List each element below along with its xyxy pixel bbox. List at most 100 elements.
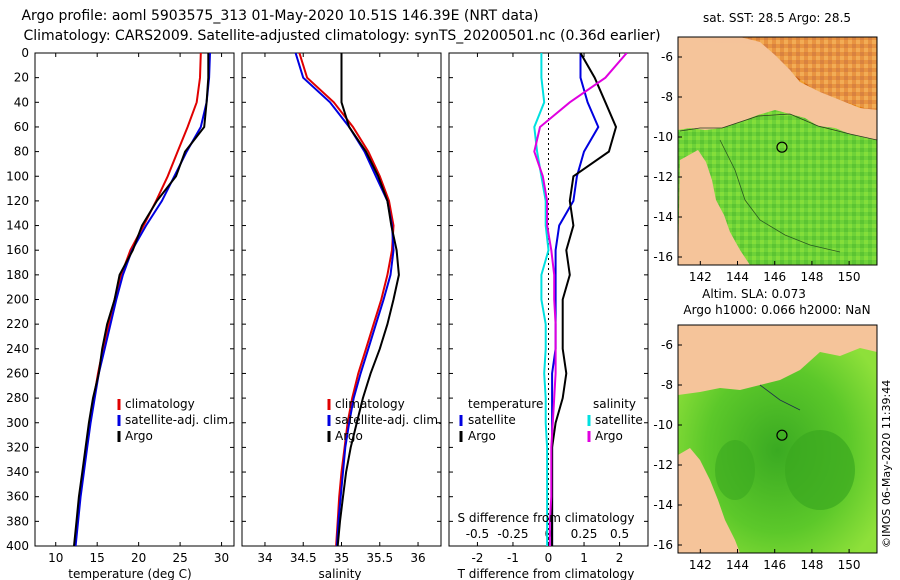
sst-png-land — [700, 37, 877, 112]
lon-tick-label: 150 — [838, 558, 861, 572]
sst-coastline — [679, 113, 877, 141]
series-line-satellite-adj-clim- — [294, 53, 395, 546]
legend-s-satellite: satellite — [595, 413, 643, 427]
lat-tick-label: -14 — [653, 498, 673, 512]
depth-tick-label: 120 — [6, 194, 29, 208]
sla-map-frame — [677, 324, 878, 554]
lat-tick-label: -10 — [653, 130, 673, 144]
x-tick-label: -2 — [471, 551, 483, 565]
depth-tick-label: 60 — [14, 120, 29, 134]
depth-tick-label: 180 — [6, 268, 29, 282]
legend-argo: Argo — [125, 429, 153, 443]
t-difference-xlabel: T difference from climatology — [457, 567, 635, 580]
lat-tick-label: -12 — [653, 170, 673, 184]
series-line-salinity-satellite — [533, 53, 550, 546]
sst-map-ticks: 142 144 146 148 150 -6 -8 -10 -12 -14 -16 — [653, 50, 860, 284]
depth-tick-label: 380 — [6, 514, 29, 528]
series-line-climatology — [73, 53, 202, 546]
series-line-temperature-satellite — [551, 53, 600, 546]
lat-tick-label: -16 — [653, 250, 673, 264]
s-tick-label: 0.5 — [610, 527, 629, 541]
lon-tick-label: 144 — [726, 558, 749, 572]
title-line-2: Climatology: CARS2009. Satellite-adjuste… — [23, 28, 660, 44]
series-line-satellite-adj-clim- — [74, 53, 211, 546]
salinity-xlabel: salinity — [318, 567, 361, 580]
lat-tick-label: -6 — [661, 338, 673, 352]
legend-satellite: satellite-adj. clim. — [125, 413, 232, 427]
panel-lines — [533, 53, 628, 546]
s-tick-label: -0.5 — [466, 527, 489, 541]
depth-tick-label: 260 — [6, 366, 29, 380]
legend-s-argo: Argo — [595, 429, 623, 443]
depth-tick-label: 300 — [6, 416, 29, 430]
depth-tick-label: 40 — [14, 95, 29, 109]
x-tick-label: 36 — [410, 551, 425, 565]
sla-contour — [759, 384, 801, 411]
lat-tick-label: -12 — [653, 458, 673, 472]
lon-tick-label: 142 — [689, 558, 712, 572]
x-tick-label: 35.5 — [366, 551, 393, 565]
lat-tick-label: -14 — [653, 210, 673, 224]
depth-tick-label: 140 — [6, 219, 29, 233]
depth-tick-label: 80 — [14, 145, 29, 159]
sst-map-frame — [677, 36, 878, 266]
s-tick-label: 0.25 — [571, 527, 598, 541]
imos-footer: ©IMOS 06-May-2020 11:39:44 — [880, 379, 893, 548]
sla-map-title-2: Argo h1000: 0.066 h2000: NaN — [683, 303, 870, 317]
series-line-argo — [73, 53, 210, 546]
temperature-legend: climatology satellite-adj. clim. Argo — [117, 397, 232, 443]
depth-tick-label: 200 — [6, 293, 29, 307]
depth-tick-label: 0 — [21, 46, 29, 60]
lon-tick-label: 142 — [689, 270, 712, 284]
lon-tick-label: 144 — [726, 270, 749, 284]
panel-lines — [73, 53, 211, 546]
title-line-1: Argo profile: aoml 5903575_313 01-May-20… — [21, 8, 538, 24]
sla-low-anomaly — [785, 430, 855, 510]
legend-climatology: climatology — [125, 397, 195, 411]
sla-profile-marker — [776, 429, 788, 441]
legend-argo: Argo — [335, 429, 363, 443]
x-tick-label: 25 — [172, 551, 187, 565]
sst-warm-region — [715, 37, 877, 110]
x-tick-label: 2 — [616, 551, 624, 565]
lon-tick-label: 146 — [763, 270, 786, 284]
lon-tick-label: 148 — [800, 270, 823, 284]
sla-map-title-1: Altim. SLA: 0.073 — [702, 287, 806, 301]
legend-t-satellite: satellite — [468, 413, 516, 427]
series-line-climatology — [298, 53, 395, 546]
lon-tick-label: 148 — [800, 558, 823, 572]
sla-png-land — [678, 325, 877, 395]
lat-tick-label: -8 — [661, 378, 673, 392]
sst-contour — [719, 139, 841, 253]
legend-salinity-title: salinity — [593, 397, 636, 411]
s-difference-xlabel: S difference from climatology — [458, 511, 635, 525]
series-line-argo — [336, 53, 400, 546]
depth-tick-label: 280 — [6, 391, 29, 405]
lat-tick-label: -8 — [661, 90, 673, 104]
depth-tick-label: 320 — [6, 440, 29, 454]
x-tick-label: 20 — [131, 551, 146, 565]
panel-lines — [294, 53, 400, 546]
lon-tick-label: 150 — [838, 270, 861, 284]
s-tick-label: -0.25 — [497, 527, 528, 541]
sst-cape-york — [678, 150, 750, 265]
x-tick-label: 0 — [545, 551, 553, 565]
sla-low-anomaly-west — [715, 440, 755, 500]
depth-tick-label: 20 — [14, 71, 29, 85]
depth-tick-label: 100 — [6, 169, 29, 183]
series-line-salinity-argo — [533, 53, 628, 546]
legend-satellite: satellite-adj. clim. — [335, 413, 442, 427]
x-tick-label: 10 — [48, 551, 63, 565]
x-tick-label: 34.5 — [290, 551, 317, 565]
legend-temperature-title: temperature — [468, 397, 543, 411]
sst-map — [678, 37, 877, 265]
depth-tick-label: 240 — [6, 342, 29, 356]
lat-tick-label: -16 — [653, 538, 673, 552]
x-tick-label: 34 — [257, 551, 272, 565]
depth-tick-label: 160 — [6, 243, 29, 257]
x-tick-label: 15 — [90, 551, 105, 565]
depth-tick-label: 400 — [6, 539, 29, 553]
x-tick-label: 35 — [334, 551, 349, 565]
lat-tick-label: -6 — [661, 50, 673, 64]
sla-map-ticks: 142 144 146 148 150 -6 -8 -10 -12 -14 -16 — [653, 338, 860, 572]
